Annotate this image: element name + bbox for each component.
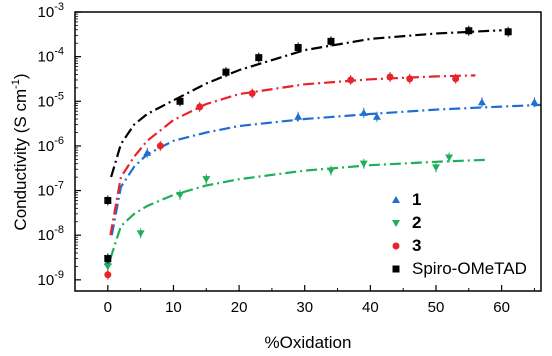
fit-line-series-4 <box>110 29 502 178</box>
data-point-series-2 <box>202 176 211 184</box>
data-point-series-3 <box>196 103 204 111</box>
legend-label-series-4: Spiro-OMeTAD <box>412 259 527 278</box>
data-point-series-1 <box>143 148 152 156</box>
x-axis-title: %Oxidation <box>265 333 352 352</box>
data-point-series-4 <box>465 27 473 35</box>
data-point-series-4 <box>104 196 112 204</box>
y-tick-label-3: 10-6 <box>38 135 64 155</box>
data-point-series-4 <box>294 44 302 52</box>
data-point-series-4 <box>176 97 184 105</box>
data-point-series-2 <box>326 167 335 175</box>
data-point-series-1 <box>530 98 539 106</box>
y-axis-title-unit-exponent: -1 <box>10 79 22 89</box>
data-point-series-4 <box>222 68 230 76</box>
data-point-series-2 <box>103 263 112 271</box>
x-tick-label-1: 10 <box>165 299 182 316</box>
legend-marker-series-4 <box>392 265 400 273</box>
data-point-series-1 <box>359 108 368 116</box>
y-axis-title: Conductivity (S cm-1) <box>10 73 30 230</box>
fit-line-series-3 <box>109 74 476 236</box>
x-tick-label-0: 0 <box>104 299 112 316</box>
fit-line-series-1 <box>110 103 542 236</box>
legend-marker-series-1 <box>392 196 400 203</box>
fit-line-series-2 <box>109 158 489 259</box>
y-tick-label-4: 10-5 <box>38 90 64 110</box>
data-point-series-1 <box>294 112 303 120</box>
y-axis-title-close: ) <box>11 73 30 79</box>
data-point-series-3 <box>104 271 112 279</box>
data-point-series-1 <box>372 112 381 120</box>
plot-area <box>103 25 542 280</box>
legend-label-series-2: 2 <box>412 213 421 232</box>
data-point-series-2 <box>176 191 185 199</box>
svg-text:Conductivity (S cm-1): Conductivity (S cm-1) <box>10 73 30 230</box>
data-point-series-4 <box>504 28 512 36</box>
x-tick-label-5: 50 <box>428 299 445 316</box>
x-tick-label-6: 60 <box>493 299 510 316</box>
y-tick-label-0: 10-9 <box>38 269 64 289</box>
y-axis-title-main: Conductivity (S cm <box>11 89 30 231</box>
y-tick-label-6: 10-3 <box>38 1 64 21</box>
x-tick-label-4: 40 <box>362 299 379 316</box>
plot-frame <box>74 11 542 292</box>
legend-label-series-3: 3 <box>412 236 421 255</box>
data-point-series-3 <box>248 89 256 97</box>
data-point-series-2 <box>359 160 368 168</box>
data-point-series-3 <box>386 73 394 81</box>
data-point-series-3 <box>347 76 355 84</box>
y-tick-label-5: 10-4 <box>38 46 64 66</box>
data-point-series-3 <box>156 142 164 150</box>
data-point-series-1 <box>477 98 486 106</box>
legend-label-series-1: 1 <box>412 190 421 209</box>
data-point-series-2 <box>431 164 440 172</box>
legend: 1 2 3 Spiro-OMeTAD <box>392 190 527 278</box>
data-point-series-4 <box>104 255 112 263</box>
legend-marker-series-2 <box>392 220 400 227</box>
x-tick-label-3: 30 <box>296 299 313 316</box>
legend-marker-series-3 <box>392 242 400 250</box>
data-point-series-4 <box>327 37 335 45</box>
y-tick-label-2: 10-7 <box>38 180 64 200</box>
data-point-series-4 <box>255 54 263 62</box>
data-point-series-2 <box>136 230 145 238</box>
data-point-series-2 <box>445 154 454 162</box>
data-point-series-3 <box>406 75 414 83</box>
data-point-series-3 <box>452 75 460 83</box>
x-tick-label-2: 20 <box>231 299 248 316</box>
y-tick-label-1: 10-8 <box>38 224 64 244</box>
